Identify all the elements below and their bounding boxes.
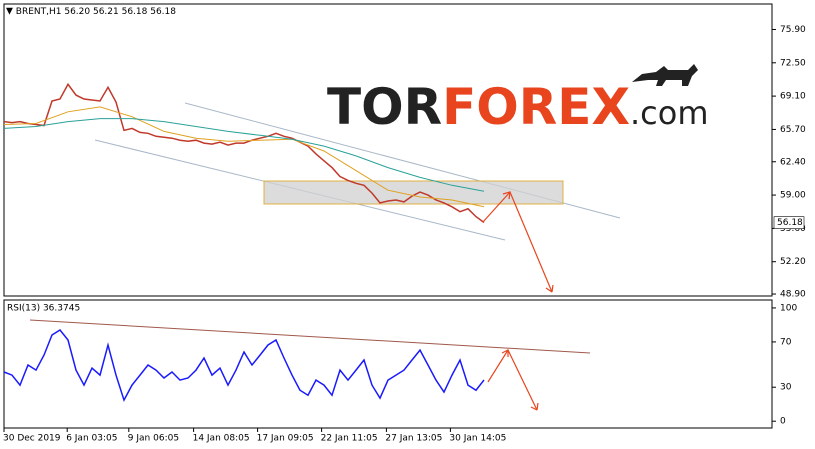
x-tick-label: 30 Dec 2019	[3, 434, 61, 444]
resistance-zone	[263, 180, 564, 205]
y-tick-label: 70	[780, 337, 792, 347]
y-tick-label: 52.20	[780, 257, 806, 267]
series-line	[3, 118, 485, 192]
x-tick-label: 6 Jan 03:05	[66, 434, 117, 444]
watermark-part: .com	[630, 94, 709, 132]
last-price-label: 56.18	[777, 218, 803, 228]
y-tick-label: 69.10	[780, 92, 806, 102]
x-tick-label: 27 Jan 13:05	[385, 434, 442, 444]
rsi-panel	[3, 299, 773, 429]
series-line	[3, 329, 485, 403]
chart-title-text: BRENT,H1 56.20 56.21 56.18 56.18	[16, 7, 176, 17]
plot-layer: 75.9072.5069.1065.7062.4059.0055.6052.20…	[3, 25, 806, 444]
y-tick-label: 75.90	[780, 25, 806, 35]
rsi-trendline	[29, 319, 591, 354]
y-tick-label: 0	[780, 417, 786, 427]
arrow-head	[501, 349, 539, 411]
chart-title: ▼ BRENT,H1 56.20 56.21 56.18 56.18	[6, 7, 176, 17]
arrow-head	[502, 191, 554, 293]
bull-logo	[632, 64, 698, 86]
indicator-title: RSI(13) 36.3745	[7, 304, 80, 314]
last-price-marker	[773, 216, 805, 230]
x-tick-label: 9 Jan 06:05	[128, 434, 179, 444]
series-line	[3, 82, 485, 224]
y-tick-label: 65.70	[780, 125, 806, 135]
y-tick-label: 30	[780, 383, 792, 393]
x-tick-label: 17 Jan 09:05	[257, 434, 314, 444]
y-tick-label: 59.00	[780, 191, 806, 201]
watermark: TORFOREX.com	[327, 78, 709, 136]
watermark-part: FOREX	[442, 78, 630, 136]
watermark-part: TOR	[327, 78, 442, 136]
x-tick-label: 22 Jan 11:05	[321, 434, 378, 444]
series-line	[3, 106, 485, 208]
y-tick-label: 72.50	[780, 58, 806, 68]
x-tick-label: 14 Jan 08:05	[193, 434, 250, 444]
x-tick-label: 30 Jan 14:05	[449, 434, 506, 444]
price-panel	[3, 3, 773, 297]
y-tick-label: 100	[780, 303, 797, 313]
y-tick-label: 48.90	[780, 290, 806, 300]
y-tick-label: 62.40	[780, 157, 806, 167]
